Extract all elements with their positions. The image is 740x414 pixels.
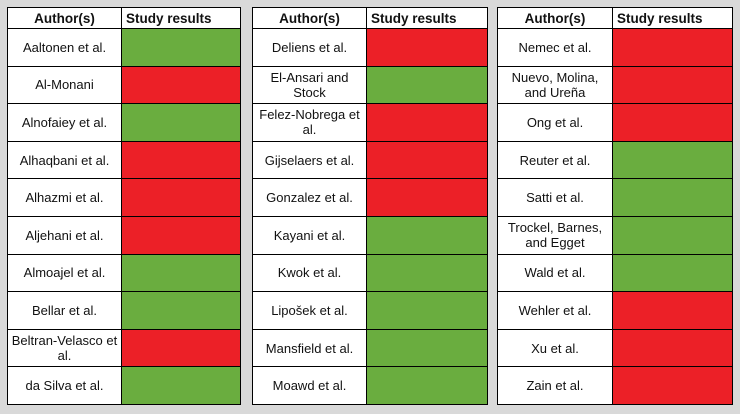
author-cell: Alhaqbani et al. bbox=[8, 141, 121, 179]
result-cell bbox=[367, 104, 487, 141]
result-cell bbox=[122, 216, 240, 254]
result-cell bbox=[122, 367, 240, 404]
results-header: Study results bbox=[122, 8, 240, 28]
author-cell: Gonzalez et al. bbox=[253, 179, 366, 216]
table-panel: Author(s) Study results Deliens et al. E… bbox=[252, 7, 488, 405]
author-cell: Aljehani et al. bbox=[8, 216, 121, 254]
author-cell: Alnofaiey et al. bbox=[8, 104, 121, 141]
result-cell bbox=[367, 292, 487, 329]
author-cell: Nuevo, Molina, and Ureña bbox=[498, 66, 612, 104]
author-cell: Aaltonen et al. bbox=[8, 29, 121, 66]
author-cell: Kayani et al. bbox=[253, 216, 366, 254]
result-cell bbox=[367, 66, 487, 104]
author-cell: Deliens et al. bbox=[253, 29, 366, 66]
author-cell: Nemec et al. bbox=[498, 29, 612, 66]
result-cell bbox=[122, 179, 240, 216]
author-header: Author(s) bbox=[8, 8, 121, 28]
author-cell: Moawd et al. bbox=[253, 367, 366, 404]
results-header: Study results bbox=[613, 8, 732, 28]
author-cell: da Silva et al. bbox=[8, 367, 121, 404]
result-cell bbox=[613, 292, 732, 329]
author-cell: Alhazmi et al. bbox=[8, 179, 121, 216]
result-cell bbox=[367, 367, 487, 404]
result-cell bbox=[122, 292, 240, 329]
table-panel: Author(s) Study results Aaltonen et al. … bbox=[7, 7, 241, 405]
result-cell bbox=[122, 329, 240, 367]
result-cell bbox=[367, 254, 487, 292]
result-cell bbox=[613, 367, 732, 404]
author-cell: Zain et al. bbox=[498, 367, 612, 404]
author-cell: Lipošek et al. bbox=[253, 292, 366, 329]
author-cell: Mansfield et al. bbox=[253, 329, 366, 367]
author-cell: Wald et al. bbox=[498, 254, 612, 292]
results-header: Study results bbox=[367, 8, 487, 28]
result-cell bbox=[122, 29, 240, 66]
author-cell: Beltran-Velasco et al. bbox=[8, 329, 121, 367]
author-cell: El-Ansari and Stock bbox=[253, 66, 366, 104]
result-cell bbox=[613, 216, 732, 254]
author-cell: Kwok et al. bbox=[253, 254, 366, 292]
result-cell bbox=[122, 66, 240, 104]
author-cell: Almoajel et al. bbox=[8, 254, 121, 292]
author-cell: Gijselaers et al. bbox=[253, 141, 366, 179]
result-cell bbox=[122, 104, 240, 141]
result-cell bbox=[613, 104, 732, 141]
author-cell: Satti et al. bbox=[498, 179, 612, 216]
author-cell: Bellar et al. bbox=[8, 292, 121, 329]
result-cell bbox=[367, 141, 487, 179]
author-cell: Reuter et al. bbox=[498, 141, 612, 179]
author-cell: Al-Monani bbox=[8, 66, 121, 104]
result-cell bbox=[613, 254, 732, 292]
result-cell bbox=[367, 29, 487, 66]
result-cell bbox=[122, 141, 240, 179]
result-cell bbox=[367, 179, 487, 216]
result-cell bbox=[367, 216, 487, 254]
author-header: Author(s) bbox=[498, 8, 612, 28]
result-cell bbox=[613, 141, 732, 179]
result-cell bbox=[613, 66, 732, 104]
author-cell: Felez-Nobrega et al. bbox=[253, 104, 366, 141]
result-cell bbox=[122, 254, 240, 292]
result-cell bbox=[613, 179, 732, 216]
author-cell: Xu et al. bbox=[498, 329, 612, 367]
author-cell: Trockel, Barnes, and Egget bbox=[498, 216, 612, 254]
result-cell bbox=[613, 329, 732, 367]
result-cell bbox=[613, 29, 732, 66]
author-header: Author(s) bbox=[253, 8, 366, 28]
author-cell: Ong et al. bbox=[498, 104, 612, 141]
result-cell bbox=[367, 329, 487, 367]
author-cell: Wehler et al. bbox=[498, 292, 612, 329]
table-panel: Author(s) Study results Nemec et al. Nue… bbox=[497, 7, 733, 405]
